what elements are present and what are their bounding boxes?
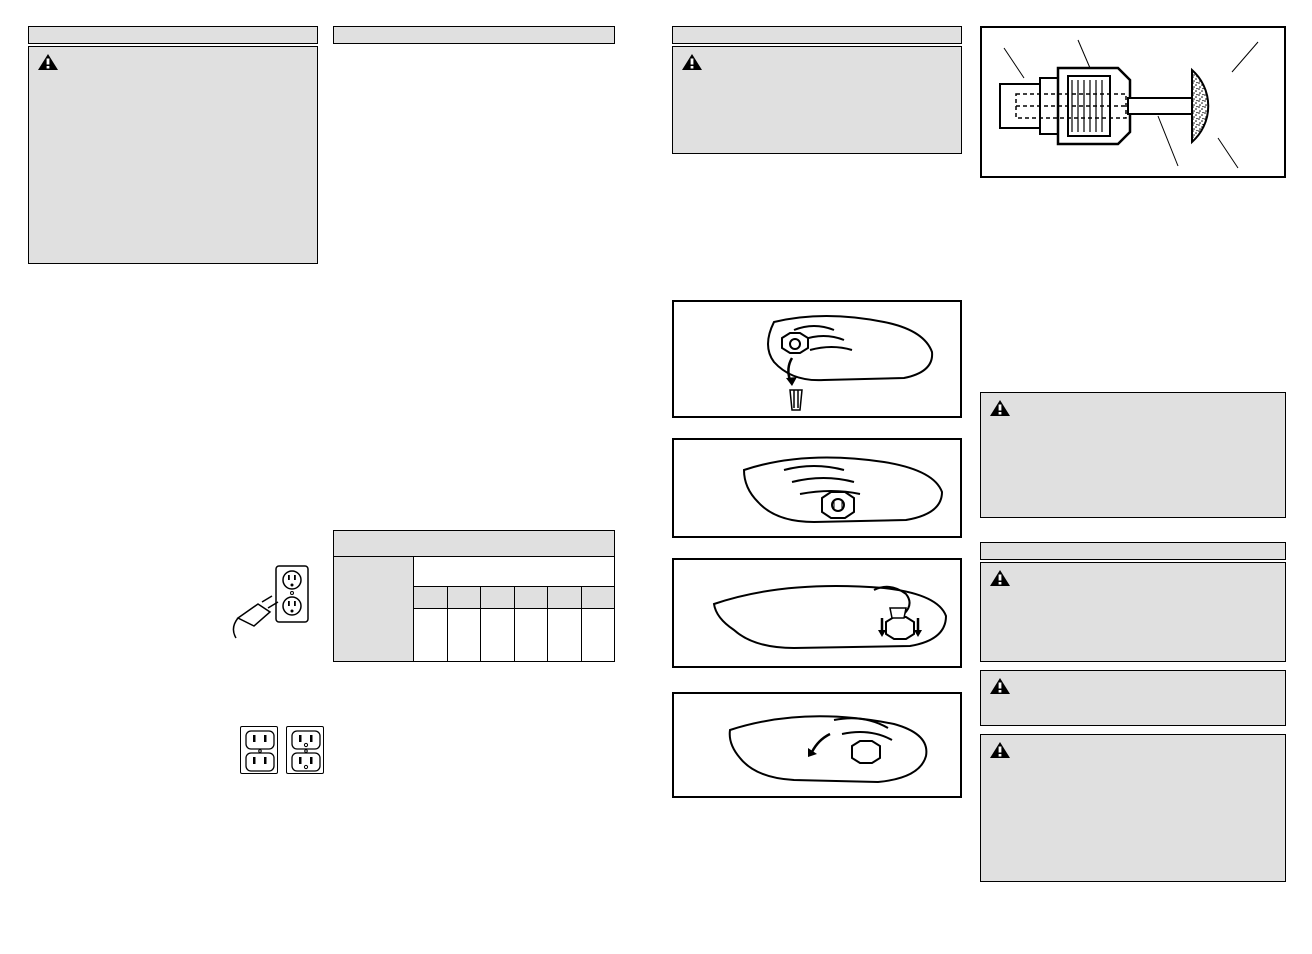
step-figure: [672, 692, 962, 798]
step-figure: [672, 438, 962, 538]
section-header: [28, 26, 318, 44]
step-figure: [672, 558, 962, 668]
warning-box: [980, 670, 1286, 726]
outlet-plate: [240, 726, 278, 774]
warning-triangle-icon: [989, 741, 1011, 759]
table-left-header: [334, 557, 414, 661]
table-title: [334, 531, 614, 557]
table-sub-header: [414, 557, 614, 587]
step-figure: [672, 300, 962, 418]
table-column-headers: [414, 587, 614, 609]
warning-box: [28, 46, 318, 264]
section-header: [980, 542, 1286, 560]
warning-box: [672, 46, 962, 154]
extension-cord-table: [333, 530, 615, 662]
warning-triangle-icon: [989, 677, 1011, 695]
section-header: [672, 26, 962, 44]
warning-box: [980, 392, 1286, 518]
warning-triangle-icon: [989, 569, 1011, 587]
warning-triangle-icon: [681, 53, 703, 71]
outlet-plate: [286, 726, 324, 774]
warning-triangle-icon: [989, 399, 1011, 417]
plug-illustration: [232, 562, 312, 642]
warning-triangle-icon: [37, 53, 59, 71]
warning-box: [980, 734, 1286, 882]
warning-box: [980, 562, 1286, 662]
table-body: [414, 609, 614, 661]
section-header: [333, 26, 615, 44]
collet-diagram: [980, 26, 1286, 178]
